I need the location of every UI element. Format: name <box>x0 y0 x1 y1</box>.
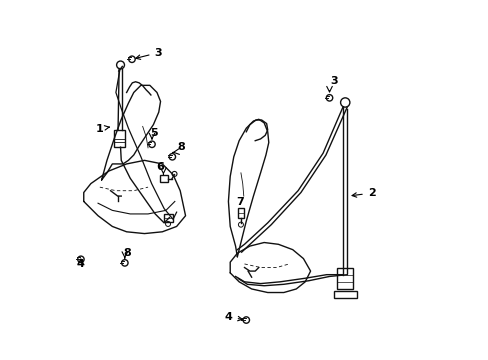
Bar <box>160 175 167 182</box>
Text: 3: 3 <box>330 76 338 86</box>
Bar <box>114 130 125 147</box>
Text: 1: 1 <box>95 124 109 134</box>
Bar <box>164 214 172 222</box>
Text: 8: 8 <box>177 142 185 152</box>
Text: 4: 4 <box>76 259 84 269</box>
Text: 8: 8 <box>123 248 131 258</box>
Bar <box>237 207 244 218</box>
Text: 3: 3 <box>136 48 162 59</box>
Text: 4: 4 <box>224 312 242 322</box>
Bar <box>337 267 352 289</box>
Text: 7: 7 <box>236 197 244 207</box>
Text: 2: 2 <box>351 188 375 198</box>
Text: 6: 6 <box>156 162 164 172</box>
Bar <box>333 292 356 298</box>
Text: 5: 5 <box>150 129 158 138</box>
